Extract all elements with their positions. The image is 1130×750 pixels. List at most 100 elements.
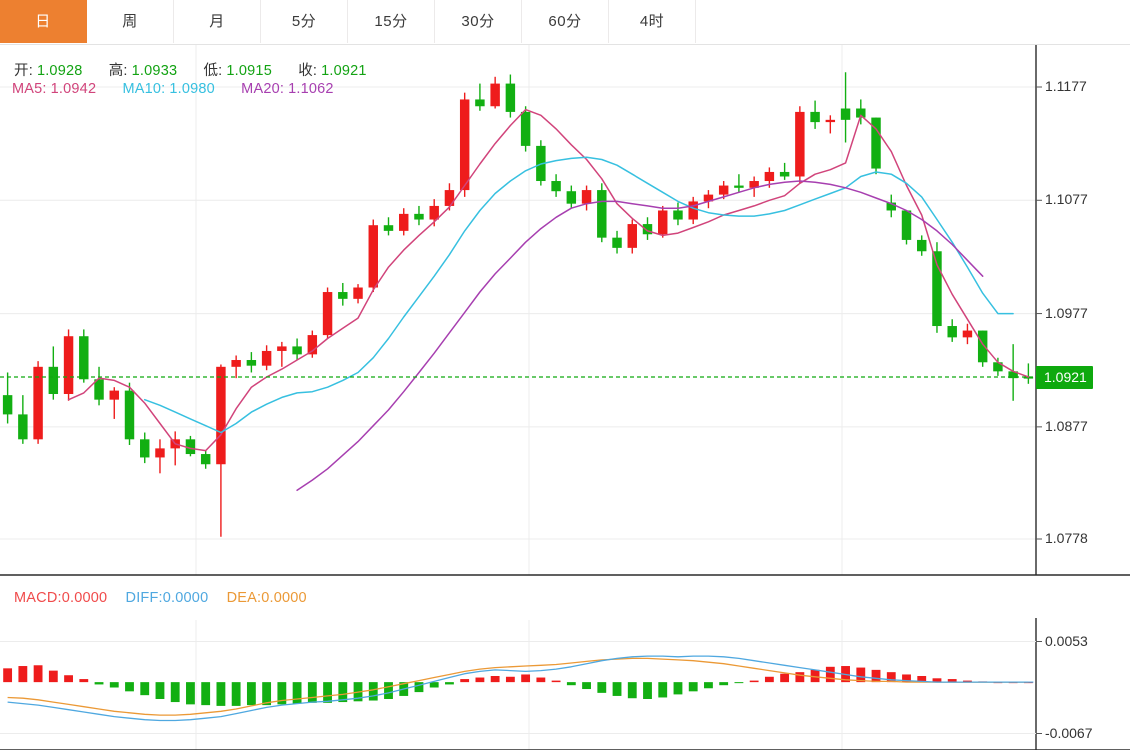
candle-body [48,366,59,395]
candle-body [185,439,196,455]
candle-body [825,119,836,123]
candle-body [779,171,790,177]
macd-bar [810,669,820,683]
candle-body [383,225,394,231]
period-tab-list: 日周月 5分 15分 30分 60分 4时 [0,0,1130,44]
period-tab-3[interactable]: 5分 [261,0,348,43]
candle-body [399,213,409,231]
period-tab-0[interactable]: 日 [0,0,87,43]
macd-bar [18,666,28,683]
ma10-line [143,156,1014,434]
period-tab-5[interactable]: 30分 [435,0,522,43]
candle-body [429,205,439,220]
candle-body [414,213,424,220]
candle-series [2,72,1034,537]
candle-body [840,108,851,120]
diff-line [7,655,1029,722]
candle-body [1023,377,1034,379]
candle-body [642,224,653,235]
period-tab-7[interactable]: 4时 [609,0,696,43]
candle-body [901,210,912,240]
candle-body [322,292,333,336]
candle-body [673,210,683,220]
candle-body [33,366,43,440]
candle-body [612,237,622,248]
macd-bar [551,680,561,683]
period-tab-6[interactable]: 60分 [522,0,609,43]
candle-body [307,335,318,355]
candle-body [338,292,348,299]
macd-bar [445,682,454,685]
candle-body [810,111,820,123]
macd-bar [33,665,43,683]
candle-body [444,190,455,206]
macd-bar [475,677,485,683]
candle-body [475,99,485,107]
macd-bar [963,680,972,683]
macd-bar [368,682,378,701]
macd-bar [155,682,165,699]
candle-body [993,362,1003,372]
period-tab-4[interactable]: 15分 [348,0,435,43]
macd-bar [216,682,226,706]
candle-body [140,439,150,458]
ma5-line [67,108,1030,452]
candle-body [155,448,165,458]
macd-bar [673,682,683,695]
candle-body [520,111,531,146]
macd-bar [795,672,805,683]
candle-body [764,171,775,182]
ma20-line [296,180,984,492]
candle-body [917,239,927,252]
macd-bar [246,682,256,706]
macd-bar [64,675,73,683]
candle-body [947,326,957,338]
candle-body [718,185,729,195]
macd-bar [947,679,957,683]
candle-body [353,287,363,299]
macd-bar [566,682,576,686]
macd-bar [521,674,531,683]
macd-bar [505,676,515,683]
candle-body [581,190,592,204]
candle-body [795,111,805,177]
candle-body [977,330,988,363]
macd-bar [932,678,942,683]
macd-bar [262,682,272,706]
macd-bar [856,667,866,683]
candle-body [658,210,668,235]
macd-bar [323,682,332,703]
macd-bar [201,682,211,706]
candle-body [231,360,241,367]
macd-bar [643,682,652,699]
candle-body [627,224,637,248]
macd-bar [3,668,13,683]
macd-bar [536,677,546,683]
candle-body [703,194,714,202]
macd-bar [902,674,911,683]
candle-body [886,202,896,211]
macd-bar [109,682,119,688]
candle-body [505,83,516,112]
chart-svg[interactable] [0,45,1130,750]
macd-bar [688,682,698,692]
dea-line [7,657,1029,716]
candle-body [734,185,744,188]
period-tab-2[interactable]: 月 [174,0,261,43]
candle-body [94,379,104,400]
macd-bar [460,679,470,683]
current-price-badge: 1.0921 [1036,366,1093,389]
candle-body [566,191,577,204]
candle-body [246,360,257,366]
macd-bar [764,676,774,683]
candle-body [79,336,89,380]
period-tab-1[interactable]: 周 [87,0,174,43]
macd-bar [277,682,287,705]
candle-body [200,454,211,465]
macd-bar [597,682,607,693]
period-tabbar: 日周月 5分 15分 30分 60分 4时 [0,0,1130,45]
macd-bar [749,680,759,683]
chart-area[interactable] [0,45,1130,750]
candle-body [18,414,28,440]
